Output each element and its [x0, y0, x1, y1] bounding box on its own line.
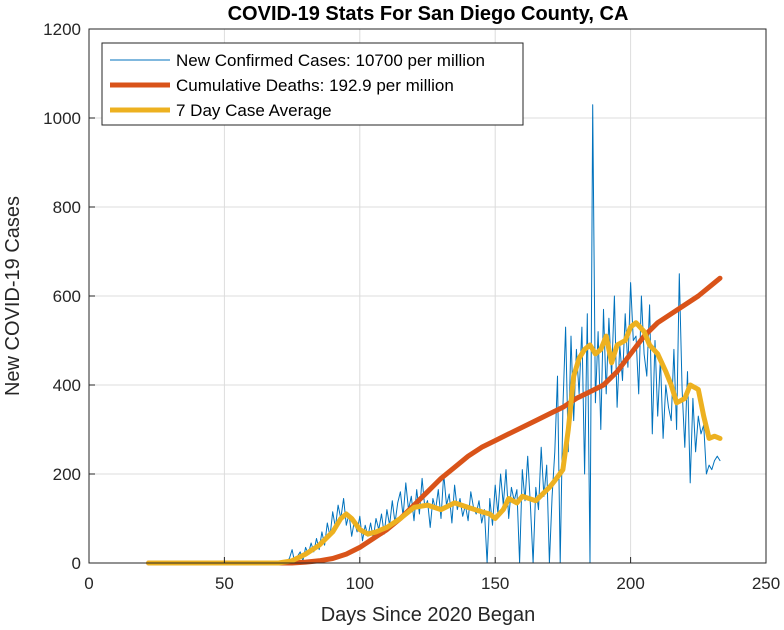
legend-entry: New Confirmed Cases: 10700 per million	[176, 51, 485, 70]
x-tick-label: 150	[481, 574, 509, 593]
tick-labels: 0 50 100 150 200 250 0 200 400 600 800 1000 1200	[43, 20, 780, 593]
x-tick-label: 50	[215, 574, 234, 593]
chart-title: COVID-19 Stats For San Diego County, CA	[228, 3, 629, 25]
x-tick-label: 200	[616, 574, 644, 593]
x-tick-label: 250	[752, 574, 780, 593]
seven-day-average-line	[146, 320, 723, 566]
x-tick-label: 100	[346, 574, 374, 593]
y-tick-label: 200	[53, 465, 81, 484]
plot-frame	[88, 28, 767, 564]
y-tick-label: 0	[72, 554, 81, 573]
legend: New Confirmed Cases: 10700 per million Cu…	[101, 42, 524, 126]
legend-entry: Cumulative Deaths: 192.9 per million	[176, 76, 454, 95]
x-axis-label: Days Since 2020 Began	[321, 604, 536, 626]
data-series	[146, 104, 723, 566]
y-tick-label: 800	[53, 198, 81, 217]
y-tick-label: 1200	[43, 20, 81, 39]
y-tick-label: 1000	[43, 109, 81, 128]
legend-entry: 7 Day Case Average	[176, 101, 332, 120]
y-tick-label: 600	[53, 287, 81, 306]
legend-box	[101, 42, 524, 126]
new-cases-line	[148, 104, 721, 564]
axes-frame	[88, 28, 767, 564]
y-tick-label: 400	[53, 376, 81, 395]
x-tick-label: 0	[84, 574, 93, 593]
y-axis-label: New COVID-19 Cases	[2, 196, 24, 396]
